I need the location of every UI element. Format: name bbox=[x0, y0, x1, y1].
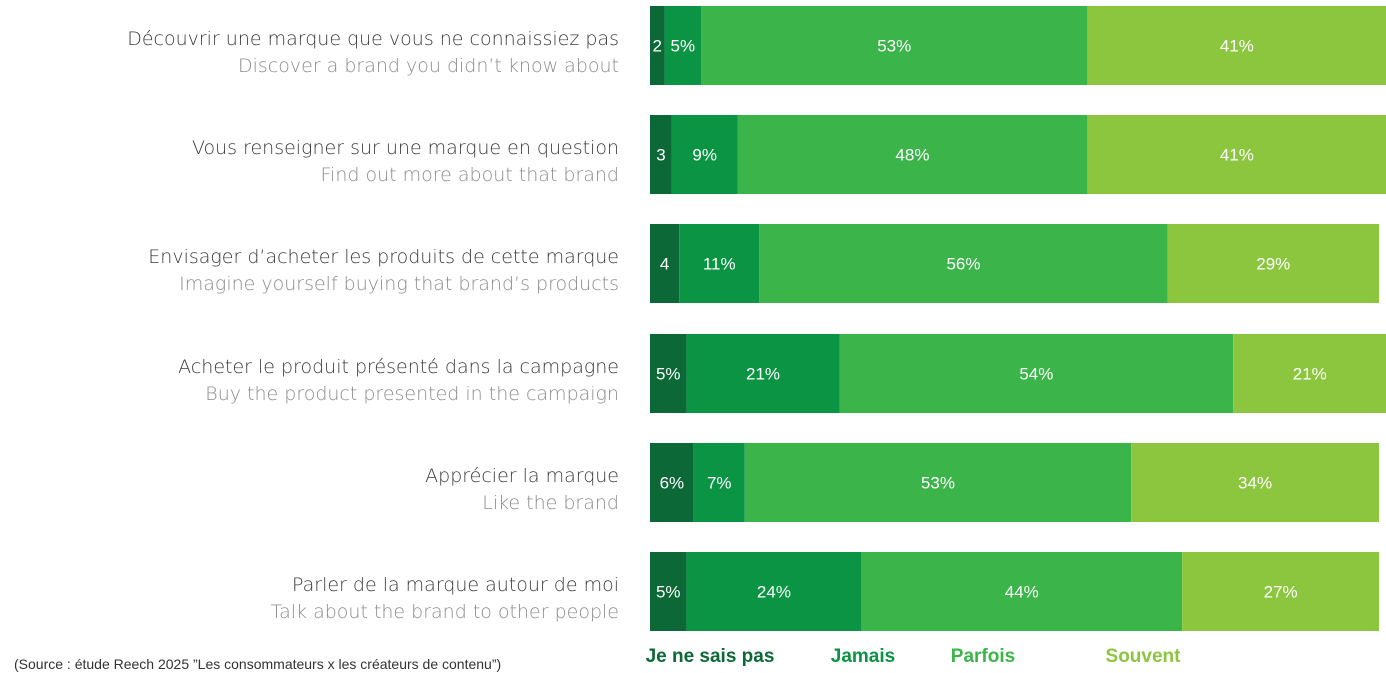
data-label: 56% bbox=[946, 255, 980, 274]
data-label: 21% bbox=[746, 365, 780, 384]
data-label: 21% bbox=[1293, 365, 1327, 384]
bar-segment bbox=[759, 224, 1168, 303]
data-label: 48% bbox=[895, 146, 929, 165]
legend-item: Souvent bbox=[1106, 646, 1182, 667]
category-label-en: Like the brand bbox=[482, 492, 619, 514]
bar-segment bbox=[650, 224, 680, 303]
data-label: 53% bbox=[921, 474, 955, 493]
data-label: 27% bbox=[1264, 583, 1298, 602]
data-label: 5% bbox=[656, 365, 681, 384]
bar-segment bbox=[1087, 115, 1386, 194]
bar-segment bbox=[693, 443, 745, 522]
bar-segment bbox=[1131, 443, 1379, 522]
data-label: 53% bbox=[877, 37, 911, 56]
legend-item: Parfois bbox=[951, 646, 1015, 667]
category-label-en: Find out more about that brand bbox=[321, 164, 619, 186]
data-label: 44% bbox=[1005, 583, 1039, 602]
data-label: 34% bbox=[1238, 474, 1272, 493]
bar-segment bbox=[737, 115, 1088, 194]
bar-segment bbox=[1167, 224, 1379, 303]
category-label-fr: Apprécier la marque bbox=[425, 465, 619, 487]
bar-segment bbox=[650, 334, 687, 413]
bar-segment bbox=[679, 224, 760, 303]
category-label-fr: Acheter le produit présenté dans la camp… bbox=[178, 356, 619, 378]
bar-segment bbox=[686, 334, 840, 413]
bar-segment bbox=[701, 6, 1088, 85]
category-labels: Découvrir une marque que vous ne connais… bbox=[127, 28, 619, 623]
data-label: 9% bbox=[692, 146, 717, 165]
bar-segment bbox=[686, 552, 862, 631]
bars: 2 5% 53% 41% 3 9% 48% 41% 4 11% 56% 29% 5% 21% 54% 21% 6… bbox=[650, 6, 1386, 631]
category-label-fr: Envisager d’acheter les produits de cett… bbox=[148, 246, 619, 268]
bar-segment bbox=[861, 552, 1183, 631]
category-label-en: Discover a brand you didn’t know about bbox=[238, 55, 619, 77]
category-label-fr: Vous renseigner sur une marque en questi… bbox=[192, 137, 619, 159]
data-label: 41% bbox=[1220, 37, 1254, 56]
data-label: 54% bbox=[1019, 365, 1053, 384]
legend-item: Jamais bbox=[831, 646, 895, 667]
legend-item: Je ne sais pas bbox=[646, 646, 775, 667]
category-label-en: Buy the product presented in the campaig… bbox=[205, 383, 619, 405]
bar-segment bbox=[1087, 6, 1386, 85]
data-label: 3 bbox=[656, 146, 665, 165]
source-note: (Source : étude Reech 2025 ”Les consomma… bbox=[14, 656, 501, 672]
bar-segment bbox=[650, 6, 665, 85]
bar-segment bbox=[671, 115, 738, 194]
bar-segment bbox=[1182, 552, 1379, 631]
data-label: 41% bbox=[1220, 146, 1254, 165]
data-label: 7% bbox=[707, 474, 732, 493]
data-label: 29% bbox=[1256, 255, 1290, 274]
data-label: 5% bbox=[671, 37, 696, 56]
bar-segment bbox=[650, 115, 672, 194]
data-label: 11% bbox=[703, 255, 736, 274]
bar-segment bbox=[664, 6, 702, 85]
data-label: 5% bbox=[656, 583, 681, 602]
bar-segment bbox=[744, 443, 1132, 522]
data-label: 2 bbox=[653, 37, 662, 56]
data-label: 4 bbox=[660, 255, 669, 274]
data-label: 24% bbox=[757, 583, 791, 602]
category-label-fr: Découvrir une marque que vous ne connais… bbox=[127, 28, 619, 50]
bar-segment bbox=[650, 443, 694, 522]
category-label-en: Talk about the brand to other people bbox=[271, 601, 619, 623]
bar-segment bbox=[1233, 334, 1386, 413]
bar-segment bbox=[650, 552, 687, 631]
legend: Je ne sais pas Jamais Parfois Souvent bbox=[646, 646, 1182, 667]
category-label-en: Imagine yourself buying that brand’s pro… bbox=[179, 273, 619, 295]
data-label: 6% bbox=[660, 474, 685, 493]
bar-segment bbox=[839, 334, 1234, 413]
category-label-fr: Parler de la marque autour de moi bbox=[292, 574, 619, 596]
